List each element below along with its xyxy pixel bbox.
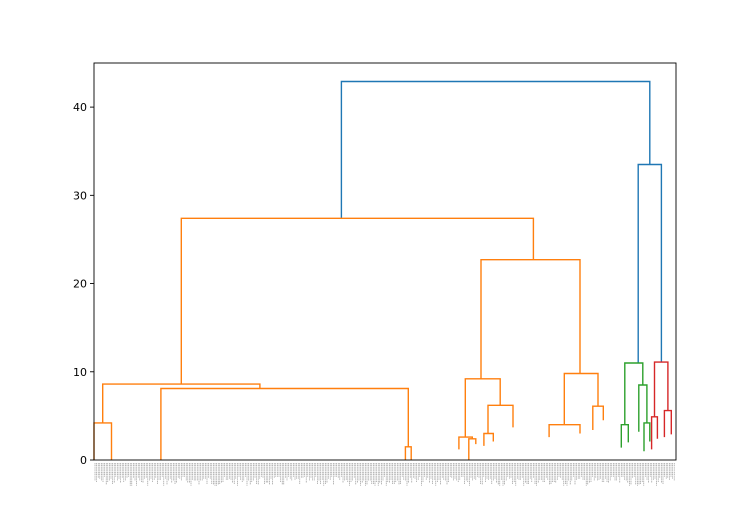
y-axis: 0 10 20 30 40 <box>73 101 94 467</box>
dendrogram-link-4 <box>93 422 113 460</box>
dendrogram-link-22 <box>663 409 672 438</box>
y-tick-label: 40 <box>73 101 87 114</box>
dendrogram-link-20 <box>653 361 669 417</box>
dendrogram-link-21 <box>650 416 659 450</box>
y-tick-label: 0 <box>80 454 87 467</box>
y-tick-label: 20 <box>73 278 87 291</box>
dendrogram-link-6 <box>404 446 412 460</box>
dendrogram-link-3 <box>101 383 261 423</box>
dendrogram-link-19 <box>643 422 651 452</box>
dendrogram-link-14 <box>548 424 581 438</box>
dendrogram-link-13 <box>563 372 599 425</box>
dendrogram-link-5 <box>160 387 409 460</box>
dendrogram-link-2 <box>180 217 535 385</box>
dendrogram-link-18 <box>638 384 648 432</box>
dendrogram-link-10 <box>468 438 477 460</box>
leaf-label-strip <box>94 463 675 486</box>
dendrogram-link-0 <box>340 80 651 219</box>
y-tick-label: 30 <box>73 189 87 202</box>
dendrogram-link-12 <box>483 432 494 446</box>
dendrogram-link-11 <box>487 404 514 434</box>
plot-frame <box>93 62 677 461</box>
dendrogram-link-1 <box>637 163 663 363</box>
dendrogram-link-17 <box>620 424 629 448</box>
dendrogram-link-8 <box>464 378 501 438</box>
dendrogram-links <box>93 80 672 460</box>
dendrogram-link-9 <box>458 436 473 450</box>
dendrogram-link-15 <box>592 405 604 430</box>
dendrogram-link-16 <box>624 362 644 425</box>
dendrogram-link-7 <box>480 259 581 379</box>
y-tick-label: 10 <box>73 366 87 379</box>
